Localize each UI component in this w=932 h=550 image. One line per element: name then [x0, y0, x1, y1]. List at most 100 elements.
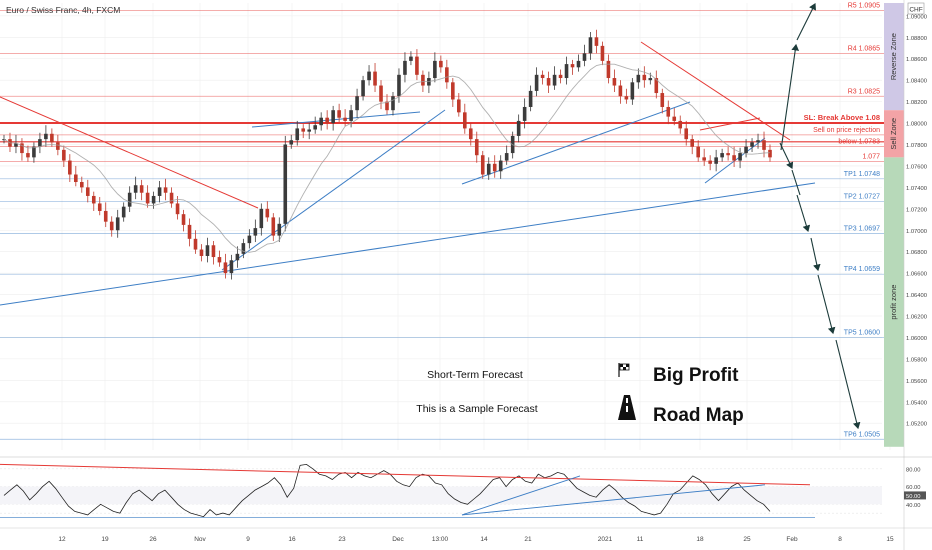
candle-body: [486, 163, 491, 175]
candle-body: [385, 101, 389, 111]
candle-body: [133, 185, 138, 193]
level-label: R5 1.0905: [848, 3, 880, 10]
price-tick-label: 1.08200: [906, 100, 927, 106]
level-label: TP3 1.0697: [844, 225, 880, 232]
candle-body: [678, 120, 683, 129]
candle-body: [576, 60, 581, 68]
time-axis: 12 19 26 Nov 9 16 23 Dec 13:00 14 21 2021 11 18 25 Feb 8…: [0, 527, 932, 543]
candle-body: [768, 149, 772, 158]
candle-body: [403, 60, 407, 75]
candle-body: [480, 155, 485, 175]
oscillator-panel: 80.00 60.00 40.00 50.00: [0, 456, 932, 518]
candle-body: [331, 110, 335, 124]
mid-support-line: [221, 109, 446, 271]
candle-body: [738, 153, 742, 161]
zone-profit-label: profit zone: [889, 285, 898, 320]
time-tick-label: 21: [524, 536, 532, 543]
candle-body: [409, 56, 413, 61]
candle-body: [600, 45, 605, 61]
osc-red-trendline: [0, 463, 811, 486]
candle-body: [26, 153, 30, 158]
osc-band: [0, 486, 882, 505]
candle-body: [68, 160, 72, 175]
candle-body: [62, 149, 66, 161]
oscillator-line: [3, 463, 771, 518]
road-icon: [618, 395, 636, 420]
price-tick-label: 1.07200: [906, 207, 927, 213]
candle-body: [79, 182, 84, 188]
time-tick-label: 19: [101, 536, 109, 543]
osc-blue-trendline: [461, 475, 581, 516]
osc-value-badge: [904, 491, 926, 500]
candle-body: [157, 187, 162, 196]
candle-body: [648, 78, 653, 81]
candle-body: [433, 60, 437, 79]
candle-body: [564, 64, 569, 79]
price-tick-label: 1.05200: [906, 422, 927, 428]
time-tick-label: 12: [58, 536, 66, 543]
price-axis: 1.09000 1.08800 1.08600 1.08400 1.08200 1.080…: [903, 0, 932, 550]
time-tick-label: 16: [288, 536, 296, 543]
candle-body: [74, 174, 78, 183]
time-tick-label: 23: [338, 536, 346, 543]
candle-body: [606, 60, 611, 79]
price-tick-label: 1.07400: [906, 186, 927, 192]
price-tick-label: 1.06600: [906, 272, 927, 278]
candle-body: [253, 228, 258, 236]
price-tick-label: 1.09000: [906, 14, 927, 20]
candle-body: [103, 210, 108, 222]
candle-body: [169, 192, 174, 204]
candle-body: [217, 257, 222, 263]
candle-body: [38, 139, 42, 147]
price-tick-label: 1.06000: [906, 336, 927, 342]
candle-body: [397, 74, 401, 97]
zone-reverse-label: Reverse Zone: [889, 33, 898, 80]
candle-body: [522, 106, 527, 121]
candle-body: [439, 60, 443, 68]
candle-body: [654, 78, 659, 94]
chart-grid: [0, 3, 891, 450]
candle-body: [696, 146, 700, 158]
candle-body: [109, 221, 114, 231]
price-tick-label: 1.05400: [906, 400, 927, 406]
osc-value-label: 50.00: [906, 494, 921, 500]
price-tick-label: 1.07000: [906, 229, 927, 235]
flag-icon: [618, 363, 630, 377]
forecast-arrow: [796, 3, 816, 41]
candle-body: [720, 153, 724, 158]
candle-body: [193, 238, 198, 250]
forecast-arrow: [796, 194, 811, 233]
price-tick-label: 1.08400: [906, 79, 927, 85]
candle-body: [492, 163, 497, 172]
candle-body: [349, 110, 353, 121]
candle-body: [744, 146, 748, 154]
sample-forecast-label: This is a Sample Forecast: [416, 403, 537, 415]
candle-body: [391, 96, 395, 111]
price-tick-label: 1.08000: [906, 122, 927, 128]
zone-sell: [884, 110, 904, 158]
candle-body: [594, 37, 599, 46]
big-profit-title: Big Profit: [653, 365, 739, 386]
osc-blue-trendline: [461, 484, 766, 516]
candle-body: [115, 217, 120, 231]
candle-body: [612, 78, 617, 86]
candle-body: [355, 96, 359, 111]
forecast-arrow: [779, 142, 794, 169]
candle-body: [582, 53, 587, 61]
candle-body: [624, 96, 629, 100]
short-term-forecast-label: Short-Term Forecast: [427, 369, 523, 381]
candle-body: [468, 128, 473, 140]
price-tick-label: 1.06400: [906, 293, 927, 299]
time-tick-label: 13:00: [432, 536, 449, 543]
candle-body: [32, 146, 36, 158]
trendlines: [0, 41, 816, 306]
candle-body: [588, 37, 593, 54]
candle-body: [415, 56, 419, 75]
support-resistance-levels: R5 1.0905 R4 1.0865 R3 1.0825 SL: Break Abo…: [0, 3, 884, 440]
candle-body: [726, 153, 730, 156]
candle-body: [44, 133, 48, 140]
candle-body: [379, 85, 383, 102]
time-tick-label: 9: [246, 536, 250, 543]
time-tick-label: 8: [838, 536, 842, 543]
candle-body: [762, 140, 766, 150]
